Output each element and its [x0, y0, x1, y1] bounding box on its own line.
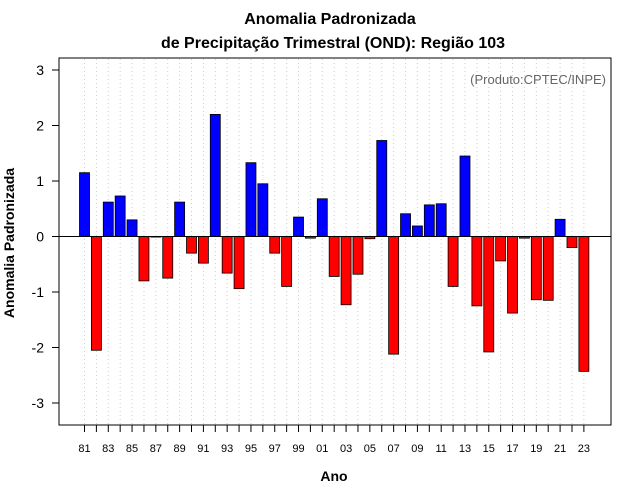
bar-03 [340, 236, 352, 306]
bar-02 [328, 236, 340, 277]
bar-82 [90, 236, 102, 351]
bar-86 [138, 236, 150, 282]
x-tick-label: 17 [506, 443, 518, 455]
x-tick-label: 05 [364, 443, 376, 455]
bar-13 [459, 155, 471, 237]
chart-title-line1: Anomalia Padronizada [244, 11, 416, 28]
x-tick-label: 09 [411, 443, 423, 455]
bar-10 [423, 204, 435, 237]
y-tick-label: 2 [36, 118, 44, 134]
y-axis-title: Anomalia Padronizada [1, 168, 17, 318]
bar-19 [530, 236, 542, 301]
bar-11 [435, 203, 447, 237]
bar-04 [352, 236, 364, 275]
bar-16 [495, 236, 507, 262]
grid [84, 59, 585, 424]
bar-92 [209, 114, 221, 237]
bar-21 [554, 218, 566, 237]
bar-88 [162, 236, 174, 279]
x-tick-label: 23 [578, 443, 590, 455]
bar-94 [233, 236, 245, 290]
bar-91 [197, 236, 209, 264]
bar-01 [316, 198, 328, 237]
bar-83 [102, 201, 114, 237]
x-tick-label: 85 [126, 443, 138, 455]
bar-89 [174, 201, 186, 237]
x-tick-label: 21 [554, 443, 566, 455]
bar-95 [245, 162, 257, 237]
bar-99 [293, 216, 304, 237]
x-tick-label: 13 [459, 443, 471, 455]
bar-15 [483, 236, 495, 353]
y-tick-label: -3 [32, 395, 45, 411]
credit-label: (Produto:CPTEC/INPE) [470, 72, 606, 87]
x-tick-label: 19 [530, 443, 542, 455]
y-tick-label: 1 [36, 173, 44, 189]
bar-90 [186, 236, 197, 254]
x-tick-label: 89 [173, 443, 185, 455]
bar-97 [269, 236, 281, 254]
x-tick-label: 15 [483, 443, 495, 455]
x-tick-label: 83 [102, 443, 114, 455]
x-tick-label: 01 [316, 443, 328, 455]
y-tick-label: -2 [32, 340, 45, 356]
bar-81 [79, 172, 90, 237]
x-tick-label: 99 [292, 443, 304, 455]
bar-96 [257, 183, 269, 237]
x-tick-label: 87 [150, 443, 162, 455]
x-axis-title: Ano [320, 468, 347, 484]
x-tick-label: 93 [221, 443, 233, 455]
bar-14 [471, 236, 483, 307]
chart-title-line2: de Precipitação Trimestral (OND): Região… [161, 35, 505, 52]
bar-98 [281, 236, 293, 287]
y-tick-label: 3 [36, 62, 44, 78]
bar-84 [114, 195, 126, 237]
bar-07 [388, 236, 400, 355]
x-tick-label: 95 [245, 443, 257, 455]
y-tick-label: 0 [36, 229, 44, 245]
bar-17 [507, 236, 518, 314]
bar-93 [221, 236, 233, 274]
bar-08 [400, 213, 411, 237]
bar-23 [578, 236, 590, 372]
bar-12 [447, 236, 459, 287]
plot-frame [58, 57, 612, 426]
bar-06 [376, 140, 388, 237]
y-axis: -3 -2 -1 0 1 2 3 [32, 62, 59, 411]
bars [79, 114, 590, 372]
x-tick-label: 11 [435, 443, 446, 455]
bar-20 [542, 236, 554, 301]
x-tick-label: 81 [78, 443, 90, 455]
bar-85 [126, 219, 138, 237]
x-tick-label: 03 [340, 443, 352, 455]
x-tick-label: 07 [388, 443, 400, 455]
bar-09 [412, 225, 423, 237]
bar-22 [566, 236, 578, 248]
x-tick-label: 97 [269, 443, 281, 455]
y-tick-label: -1 [32, 284, 45, 300]
x-tick-label: 91 [197, 443, 209, 455]
x-axis: 81 83 85 87 89 91 93 95 97 99 01 03 05 07 09 11 13 15 17 19… [78, 425, 590, 455]
